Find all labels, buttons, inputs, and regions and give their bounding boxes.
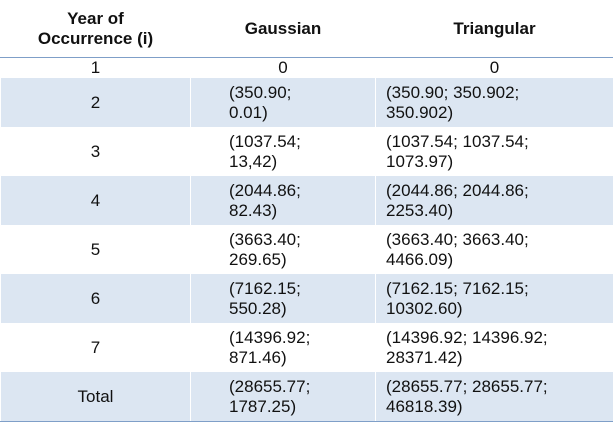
table-cell: 0 <box>375 57 613 78</box>
cell-text: 0 <box>278 58 288 77</box>
cell-text: 550.28) <box>229 298 287 318</box>
cell-text: (1037.54; 1037.54; <box>386 131 529 151</box>
cell-text: (14396.92; <box>229 327 311 347</box>
table-row: 3 (1037.54; 13,42) (1037.54; 1037.54; 1073.9… <box>0 127 613 176</box>
table-cell: 3 <box>0 127 191 176</box>
table-cell: 4 <box>0 176 191 225</box>
table-cell: 1 <box>0 57 191 78</box>
table-row: 5 (3663.40; 269.65) (3663.40; 3663.40; 4466.… <box>0 225 613 274</box>
cell-text: 4 <box>90 190 101 210</box>
cell-text: 0 <box>489 58 500 77</box>
cell-text: 269.65) <box>229 249 287 269</box>
cell-text: 1787.25) <box>229 396 297 416</box>
table-cell: (2044.86; 82.43) <box>190 176 376 225</box>
cell-text: 871.46) <box>229 347 287 367</box>
table-row: 6 (7162.15; 550.28) (7162.15; 7162.15; 10302… <box>0 274 613 323</box>
cell-text: (3663.40; 3663.40; <box>386 229 529 249</box>
header-row: Year of Occurrence (i) Gaussian Triangular <box>0 0 613 58</box>
table-cell: (3663.40; 3663.40; 4466.09) <box>375 225 613 274</box>
table-cell: 5 <box>0 225 191 274</box>
table-cell: (28655.77; 1787.25) <box>190 372 376 422</box>
header-cell: Gaussian <box>190 0 376 58</box>
header-cell: Year of Occurrence (i) <box>0 0 191 58</box>
cell-text: 1 <box>90 58 101 77</box>
table-row: Total (28655.77; 1787.25) (28655.77; 28655.… <box>0 372 613 422</box>
cell-text: (7162.15; 7162.15; <box>386 278 529 298</box>
cell-text: 28371.42) <box>386 347 463 367</box>
table-cell: (350.90; 0.01) <box>190 78 376 127</box>
header-cell: Triangular <box>375 0 613 58</box>
table-row: 4 (2044.86; 82.43) (2044.86; 2044.86; 2253.4… <box>0 176 613 225</box>
table-cell: (28655.77; 28655.77; 46818.39) <box>375 372 613 422</box>
table-cell: 7 <box>0 323 191 372</box>
table-cell: (3663.40; 269.65) <box>190 225 376 274</box>
cell-text: 0.01) <box>229 102 268 122</box>
data-table: Year of Occurrence (i) Gaussian Triangular … <box>0 0 613 422</box>
cell-text: Total <box>77 386 114 406</box>
table-row: 1 0 0 <box>0 57 613 78</box>
cell-text: (350.90; 350.902; <box>386 82 520 102</box>
table-cell: (1037.54; 13,42) <box>190 127 376 176</box>
cell-text: 46818.39) <box>386 396 463 416</box>
cell-text: 10302.60) <box>386 298 463 318</box>
cell-text: (7162.15; <box>229 278 301 298</box>
cell-text: Occurrence (i) <box>37 28 154 48</box>
table-header: Year of Occurrence (i) Gaussian Triangular <box>0 0 613 58</box>
cell-text: (2044.86; <box>229 180 301 200</box>
table-cell: (14396.92; 14396.92; 28371.42) <box>375 323 613 372</box>
cell-text: 82.43) <box>229 200 278 220</box>
table-cell: 0 <box>190 57 376 78</box>
cell-text: (3663.40; <box>229 229 301 249</box>
table-body: 1 0 0 2 (350.90; 0.01) (350.90; 350.902; 350.90… <box>0 57 613 422</box>
cell-text: (14396.92; 14396.92; <box>386 327 548 347</box>
cell-text: 5 <box>90 239 101 259</box>
table-cell: (1037.54; 1037.54; 1073.97) <box>375 127 613 176</box>
table-cell: (2044.86; 2044.86; 2253.40) <box>375 176 613 225</box>
cell-text: (350.90; <box>229 82 292 102</box>
table-cell: 6 <box>0 274 191 323</box>
cell-text: (28655.77; 28655.77; <box>386 376 548 396</box>
cell-text: 3 <box>90 141 101 161</box>
table-cell: (350.90; 350.902; 350.902) <box>375 78 613 127</box>
cell-text: 350.902) <box>386 102 454 122</box>
table-cell: (14396.92; 871.46) <box>190 323 376 372</box>
cell-text: 13,42) <box>229 151 278 171</box>
cell-text: Gaussian <box>244 18 322 38</box>
cell-text: Triangular <box>453 18 536 38</box>
cell-text: (28655.77; <box>229 376 311 396</box>
table-row: 2 (350.90; 0.01) (350.90; 350.902; 350.902) <box>0 78 613 127</box>
cell-text: 4466.09) <box>386 249 454 269</box>
cell-text: 2 <box>90 92 101 112</box>
table-cell: Total <box>0 372 191 422</box>
cell-text: 6 <box>90 288 101 308</box>
cell-text: 1073.97) <box>386 151 454 171</box>
table-cell: 2 <box>0 78 191 127</box>
cell-text: Year of <box>67 8 124 28</box>
table-row: 7 (14396.92; 871.46) (14396.92; 14396.92; 28… <box>0 323 613 372</box>
cell-text: 2253.40) <box>386 200 454 220</box>
table-cell: (7162.15; 550.28) <box>190 274 376 323</box>
cell-text: (2044.86; 2044.86; <box>386 180 529 200</box>
table-cell: (7162.15; 7162.15; 10302.60) <box>375 274 613 323</box>
cell-text: (1037.54; <box>229 131 301 151</box>
cell-text: 7 <box>90 337 101 357</box>
